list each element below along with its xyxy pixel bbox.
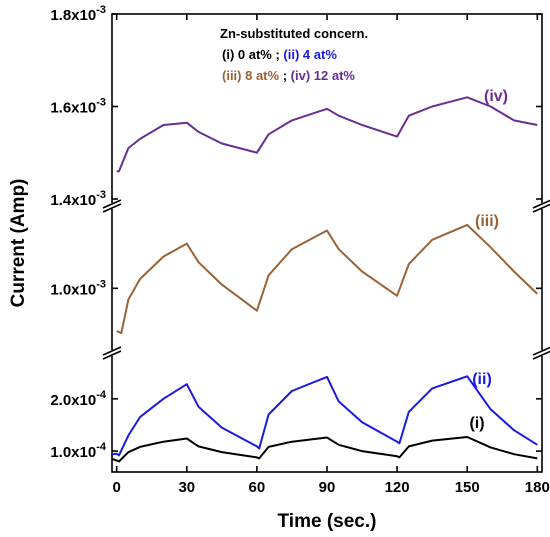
y-tick-label: 2.0x10-4 <box>50 389 107 409</box>
series-label: (iii) <box>475 213 499 230</box>
x-tick-label: 150 <box>455 479 480 496</box>
axis-break-gap <box>530 203 550 209</box>
axis-break-mark <box>102 203 122 213</box>
y-tick-label: 1.0x10-4 <box>50 441 107 461</box>
axis-break-mark <box>102 199 122 209</box>
x-tick-label: 30 <box>178 479 195 496</box>
axis-break-mark <box>532 350 550 360</box>
y-tick-label: 1.6x10-3 <box>50 97 106 117</box>
legend-entry-ii: (ii) 4 at% <box>283 47 337 62</box>
axis-break-gap <box>100 350 124 356</box>
axis-break-mark <box>102 346 122 356</box>
series-label: (ii) <box>472 371 492 388</box>
series-line <box>111 436 538 463</box>
legend-entry-iv: (iv) 12 at% <box>291 68 356 83</box>
y-axis-title: Current (Amp) <box>8 179 29 308</box>
x-tick-label: 120 <box>385 479 410 496</box>
legend: Zn-substituted concern. (i) 0 at% ; (ii)… <box>220 26 368 83</box>
series-layer <box>111 96 538 463</box>
y-axis-ticks: 1.4x10-3 1.6x10-3 1.8x10-3 1.0x10-3 1.0x10-4… <box>50 4 542 461</box>
axis-break-mark <box>532 346 550 356</box>
x-axis-ticks: 0 30 60 90 120 150 180 <box>113 14 550 496</box>
legend-entry-i: (i) 0 at% <box>222 47 272 62</box>
axis-break-gap <box>530 350 550 356</box>
legend-title: Zn-substituted concern. <box>220 26 368 41</box>
legend-entry-iii: (iii) 8 at% <box>222 68 280 83</box>
x-tick-label: 60 <box>249 479 266 496</box>
axis-breaks <box>100 199 550 360</box>
x-tick-label: 90 <box>319 479 336 496</box>
axis-break-mark <box>532 203 550 213</box>
axis-break-mark <box>532 199 550 209</box>
y-tick-label: 1.0x10-3 <box>50 278 106 298</box>
series-line <box>116 223 538 335</box>
x-axis-title: Time (sec.) <box>278 511 377 532</box>
legend-separator: ; <box>275 47 283 62</box>
x-tick-label: 180 <box>525 479 550 496</box>
y-tick-label: 1.4x10-3 <box>50 189 106 209</box>
legend-row-1: (i) 0 at% ; (ii) 4 at% <box>222 47 337 62</box>
x-tick-label: 0 <box>113 479 121 496</box>
series-line <box>116 96 538 173</box>
legend-row-2: (iii) 8 at% ; (iv) 12 at% <box>222 68 355 83</box>
y-tick-label: 1.8x10-3 <box>50 4 106 24</box>
series-labels: (iv) (iii) (ii) (i) <box>469 88 508 432</box>
series-label: (iv) <box>484 88 508 105</box>
axis-break-mark <box>102 350 122 360</box>
legend-separator: ; <box>283 68 291 83</box>
series-line <box>111 375 538 457</box>
axis-break-gap <box>100 203 124 209</box>
series-label: (i) <box>469 415 484 432</box>
